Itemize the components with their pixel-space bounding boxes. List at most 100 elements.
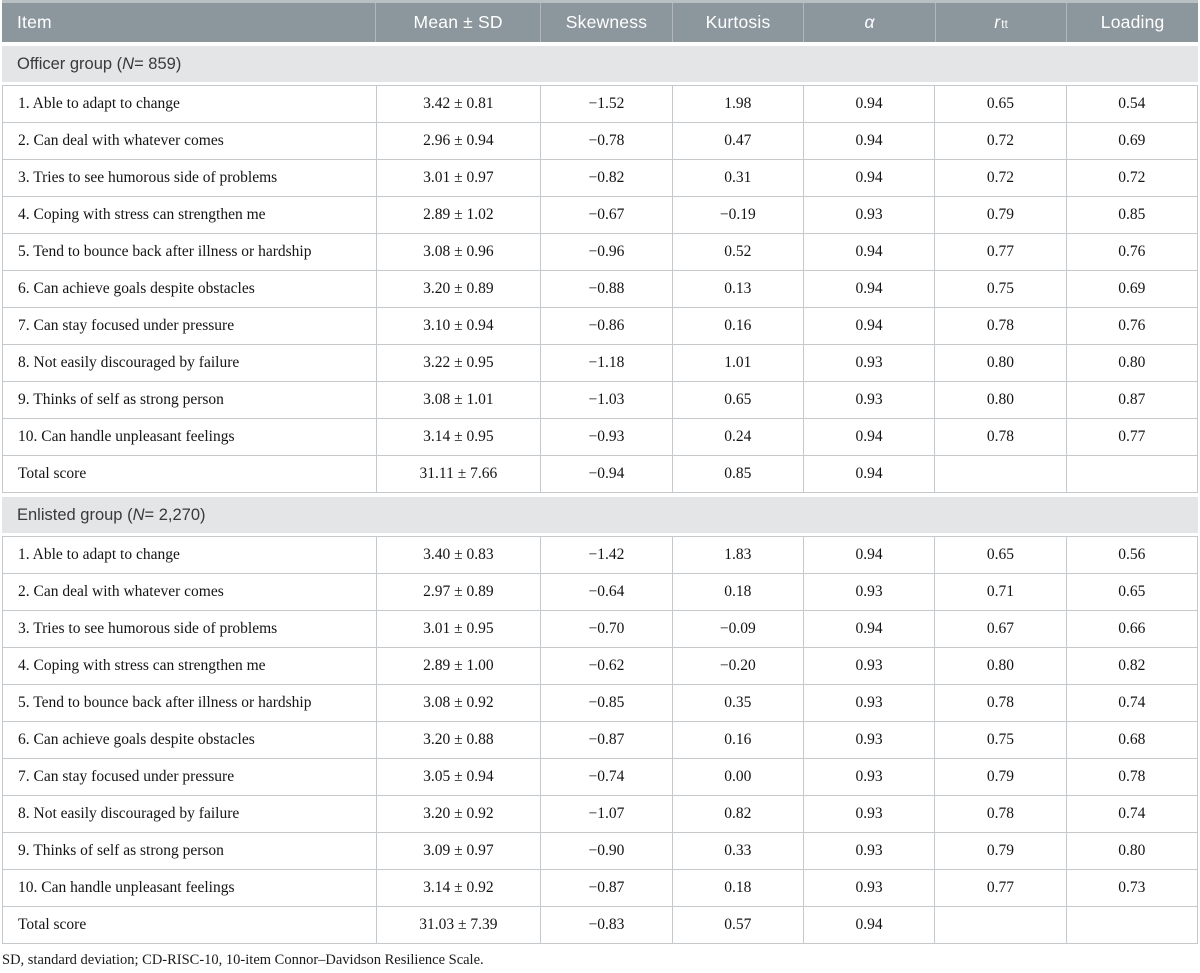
kurtosis-cell: 0.16 (671, 308, 803, 344)
rtt-cell: 0.80 (934, 345, 1065, 381)
alpha-cell: 0.94 (802, 537, 934, 573)
table-row: 9. Thinks of self as strong person 3.09 … (2, 833, 1198, 870)
table-body: Officer group (N = 859) 1. Able to adapt… (2, 46, 1198, 944)
table-row: 6. Can achieve goals despite obstacles 3… (2, 271, 1198, 308)
rtt-cell: 0.67 (934, 611, 1065, 647)
loading-cell: 0.80 (1065, 345, 1197, 381)
column-header-skewness: Skewness (540, 3, 672, 42)
skewness-cell: −0.85 (540, 685, 671, 721)
rtt-cell (934, 456, 1065, 492)
table-row: 9. Thinks of self as strong person 3.08 … (2, 382, 1198, 419)
kurtosis-cell: 0.24 (671, 419, 803, 455)
rtt-cell: 0.65 (934, 86, 1065, 122)
loading-cell: 0.74 (1065, 685, 1197, 721)
table-row: 4. Coping with stress can strengthen me … (2, 648, 1198, 685)
skewness-cell: −0.86 (540, 308, 671, 344)
mean-sd-cell: 3.42 ± 0.81 (375, 86, 541, 122)
item-cell: 10. Can handle unpleasant feelings (18, 879, 235, 896)
loading-cell: 0.69 (1065, 123, 1197, 159)
column-header-alpha: α (803, 3, 935, 42)
skewness-cell: −0.88 (540, 271, 671, 307)
skewness-cell: −1.42 (540, 537, 671, 573)
skewness-cell: −0.82 (540, 160, 671, 196)
item-cell: 3. Tries to see humorous side of problem… (18, 620, 278, 637)
rtt-cell: 0.79 (934, 197, 1065, 233)
loading-cell: 0.80 (1065, 833, 1197, 869)
kurtosis-cell: 0.13 (671, 271, 803, 307)
alpha-cell: 0.93 (802, 796, 934, 832)
mean-sd-cell: 3.20 ± 0.92 (375, 796, 541, 832)
alpha-cell: 0.94 (802, 86, 934, 122)
item-cell: 9. Thinks of self as strong person (18, 842, 224, 859)
loading-cell: 0.68 (1065, 722, 1197, 758)
item-cell: 1. Able to adapt to change (18, 546, 180, 563)
mean-sd-cell: 3.22 ± 0.95 (375, 345, 541, 381)
mean-sd-cell: 2.97 ± 0.89 (375, 574, 541, 610)
group-title-rest: = 2,270) (144, 505, 206, 524)
table-row: 10. Can handle unpleasant feelings 3.14 … (2, 870, 1198, 907)
kurtosis-cell: 0.33 (671, 833, 803, 869)
item-cell: 5. Tend to bounce back after illness or … (18, 243, 312, 260)
skewness-cell: −0.62 (540, 648, 671, 684)
mean-sd-cell: 3.09 ± 0.97 (375, 833, 541, 869)
loading-cell: 0.73 (1065, 870, 1197, 906)
rtt-cell: 0.79 (934, 759, 1065, 795)
skewness-cell: −1.18 (540, 345, 671, 381)
item-cell: 7. Can stay focused under pressure (18, 768, 235, 785)
skewness-cell: −1.07 (540, 796, 671, 832)
rtt-cell: 0.75 (934, 271, 1065, 307)
table-row: 3. Tries to see humorous side of problem… (2, 160, 1198, 197)
skewness-cell: −0.78 (540, 123, 671, 159)
skewness-cell: −0.94 (540, 456, 671, 492)
loading-cell (1065, 907, 1197, 943)
item-cell: 8. Not easily discouraged by failure (18, 805, 240, 822)
table-row: Total score 31.11 ± 7.66 −0.94 0.85 0.94 (2, 456, 1198, 493)
group-title-n: N (122, 54, 135, 73)
mean-sd-cell: 3.10 ± 0.94 (375, 308, 541, 344)
kurtosis-cell: 0.16 (671, 722, 803, 758)
group-title-prefix: Officer group ( (17, 54, 123, 73)
column-header-kurtosis: Kurtosis (671, 3, 804, 42)
table-row: 8. Not easily discouraged by failure 3.2… (2, 796, 1198, 833)
group-title-rest: = 859) (134, 54, 182, 73)
item-cell: 9. Thinks of self as strong person (18, 391, 224, 408)
kurtosis-cell: 0.47 (671, 123, 803, 159)
loading-cell: 0.74 (1065, 796, 1197, 832)
mean-sd-cell: 2.89 ± 1.02 (375, 197, 541, 233)
alpha-cell: 0.93 (802, 648, 934, 684)
rtt-cell: 0.78 (934, 419, 1065, 455)
kurtosis-cell: 0.18 (671, 870, 803, 906)
kurtosis-cell: −0.20 (671, 648, 803, 684)
alpha-cell: 0.93 (802, 382, 934, 418)
mean-sd-cell: 3.08 ± 0.96 (375, 234, 541, 270)
table-row: 5. Tend to bounce back after illness or … (2, 685, 1198, 722)
group-title-n: N (132, 505, 145, 524)
rtt-cell: 0.77 (934, 870, 1065, 906)
loading-cell: 0.65 (1065, 574, 1197, 610)
table-row: 6. Can achieve goals despite obstacles 3… (2, 722, 1198, 759)
skewness-cell: −0.74 (540, 759, 671, 795)
table-row: 4. Coping with stress can strengthen me … (2, 197, 1198, 234)
kurtosis-cell: 1.98 (671, 86, 803, 122)
kurtosis-cell: −0.19 (671, 197, 803, 233)
alpha-symbol: α (864, 12, 875, 32)
item-cell: 4. Coping with stress can strengthen me (18, 657, 266, 674)
rtt-cell: 0.78 (934, 796, 1065, 832)
group-rows-block: 1. Able to adapt to change 3.40 ± 0.83 −… (2, 536, 1198, 944)
rtt-cell: 0.75 (934, 722, 1065, 758)
skewness-cell: −0.67 (540, 197, 671, 233)
column-header-loading: Loading (1066, 3, 1198, 42)
item-cell: Total score (18, 465, 87, 482)
kurtosis-cell: 0.00 (671, 759, 803, 795)
kurtosis-cell: 0.82 (671, 796, 803, 832)
kurtosis-cell: −0.09 (671, 611, 803, 647)
loading-cell (1065, 456, 1197, 492)
skewness-cell: −1.03 (540, 382, 671, 418)
kurtosis-cell: 0.52 (671, 234, 803, 270)
loading-cell: 0.82 (1065, 648, 1197, 684)
column-header-item: Item (17, 12, 52, 32)
kurtosis-cell: 1.01 (671, 345, 803, 381)
kurtosis-cell: 1.83 (671, 537, 803, 573)
kurtosis-cell: 0.18 (671, 574, 803, 610)
mean-sd-cell: 2.96 ± 0.94 (375, 123, 541, 159)
